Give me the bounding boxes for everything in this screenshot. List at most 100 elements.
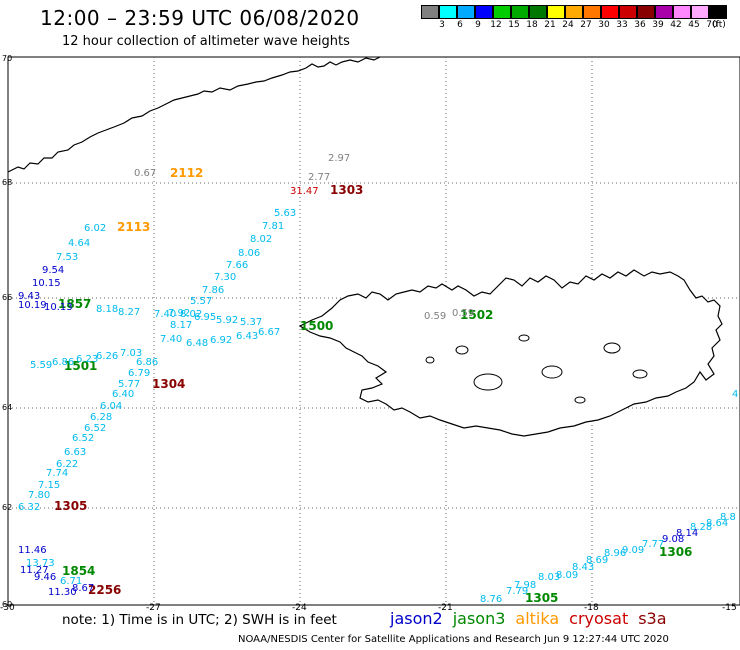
pass-time-label: 1501 [64, 359, 97, 373]
scale-label: 36 [634, 20, 646, 30]
wave-height-value: 31.47 [290, 186, 319, 197]
wave-height-value: 0.59 [424, 311, 446, 322]
satellite-legend-jason2: jason2 [390, 609, 443, 628]
wave-height-value: 8.76 [480, 594, 502, 605]
satellite-legend: jason2 jason3 altika cryosat s3a [390, 609, 677, 628]
wave-height-value: 7.80 [28, 490, 50, 501]
footnote-note: note: 1) Time is in UTC; 2) SWH is in fe… [62, 612, 337, 628]
wave-height-value: 6.28 [90, 412, 112, 423]
altimeter-labels: 2112 2113 1303 1857 1501 1304 1305 1854 2256 1502… [18, 153, 738, 605]
wave-height-value: 2.77 [308, 172, 330, 183]
scale-swatch [439, 5, 457, 19]
scale-swatch [583, 5, 601, 19]
scale-label: 6 [457, 20, 463, 30]
scale-label: 70 [706, 20, 718, 30]
wave-height-value: 2.97 [328, 153, 350, 164]
longitude-label: -24 [292, 603, 307, 613]
satellite-legend-cryosat: cryosat [569, 609, 629, 628]
wave-height-value: 6.67 [258, 327, 280, 338]
wave-height-value: 8.18 [96, 304, 118, 315]
satellite-legend-jason3: jason3 [452, 609, 506, 628]
pass-time-label: 1857 [58, 297, 91, 311]
color-scale-legend: 3 6 9 12 15 18 21 24 27 30 33 36 39 42 45 70 (ft) [421, 5, 727, 33]
wave-height-value: 7.79 [506, 586, 528, 597]
wave-height-value: 13.73 [26, 558, 55, 569]
wave-height-value: 9.46 [34, 572, 56, 583]
wave-height-value: 8.17 [170, 320, 192, 331]
wave-height-value: 6.95 [194, 312, 216, 323]
wave-height-value: 7.03 [120, 348, 142, 359]
scale-label: 12 [490, 20, 502, 30]
wave-height-value: 7.86 [202, 285, 224, 296]
wave-height-value: 6.86 [52, 357, 74, 368]
scale-label: 27 [580, 20, 592, 30]
pass-time-label: 1854 [62, 564, 95, 578]
wave-height-value: 7.30 [214, 272, 236, 283]
wave-height-value: 6.79 [128, 368, 150, 379]
wave-height-value: 7.74 [46, 468, 68, 479]
wave-height-value: 10.13 [44, 302, 73, 313]
wave-height-value: 8.09 [556, 570, 578, 581]
wave-height-value: 6.32 [18, 502, 40, 513]
map-title: 12:00 – 23:59 UTC 06/08/2020 [40, 6, 360, 30]
wave-height-value: 11.46 [18, 545, 47, 556]
scale-label: (ft) [712, 20, 726, 30]
wave-height-value: 9.54 [42, 265, 64, 276]
pass-time-label: 1500 [300, 319, 333, 333]
wave-height-value: 9.09 [622, 545, 644, 556]
map-subtitle: 12 hour collection of altimeter wave hei… [62, 34, 350, 49]
wave-height-value: 6.04 [100, 401, 122, 412]
pass-time-label: 1305 [525, 591, 558, 605]
wave-height-value: 6.63 [64, 447, 86, 458]
satellite-legend-altika: altika [515, 609, 560, 628]
latitude-label: 66 [2, 293, 12, 302]
wave-height-value: 7.98 [514, 580, 536, 591]
wave-height-value: 7.92 [168, 308, 190, 319]
wave-height-value: 6.23 [76, 354, 98, 365]
wave-height-value: 5.57 [190, 296, 212, 307]
wave-height-value: 7.66 [226, 260, 248, 271]
scale-swatch [565, 5, 583, 19]
wave-height-value: 6.43 [236, 331, 258, 342]
wave-height-value: 8.69 [586, 555, 608, 566]
scale-label: 33 [616, 20, 628, 30]
wave-height-value: 6.52 [84, 423, 106, 434]
wave-height-value: 5.37 [240, 317, 262, 328]
pass-time-label: 1306 [659, 545, 692, 559]
scale-label: 42 [670, 20, 682, 30]
scale-swatch [655, 5, 673, 19]
pass-time-label: 1502 [460, 308, 493, 322]
longitude-label: -18 [584, 603, 599, 613]
credit-footer: NOAA/NESDIS Center for Satellite Applica… [238, 634, 669, 645]
wave-height-value: 6.86 [136, 357, 158, 368]
scale-swatch [601, 5, 619, 19]
wave-height-value: 10.15 [32, 278, 61, 289]
wave-height-value: 6.52 [72, 433, 94, 444]
scale-label: 18 [526, 20, 538, 30]
wave-height-value: 8.96 [604, 548, 626, 559]
wave-height-value: 5.92 [216, 315, 238, 326]
wave-height-value: 5.77 [118, 379, 140, 390]
wave-height-value: 9.43 [18, 291, 40, 302]
wave-height-value: 6.02 [84, 223, 106, 234]
greenland-coastline [7, 56, 381, 173]
scale-label: 3 [439, 20, 445, 30]
wave-height-value: 8.8 [720, 512, 736, 523]
wave-height-value: 0.67 [134, 168, 156, 179]
map-frame [7, 56, 740, 606]
wave-height-value: 8.67 [72, 583, 94, 594]
longitude-label: -27 [146, 603, 161, 613]
wave-height-value: 4 [732, 389, 738, 400]
longitude-label: -15 [722, 603, 737, 613]
wave-height-value: 8.02 [250, 234, 272, 245]
scale-label: 39 [652, 20, 664, 30]
scale-swatch [457, 5, 475, 19]
scale-swatch [547, 5, 565, 19]
wave-height-value: 7.77 [642, 539, 664, 550]
iceland-lakes [425, 334, 648, 404]
graticule: -30 -27 -24 -21 -18 -15 70 68 66 64 62 60 [0, 54, 740, 613]
wave-height-value: 8.03 [538, 572, 560, 583]
wave-height-value: 6.71 [60, 576, 82, 587]
